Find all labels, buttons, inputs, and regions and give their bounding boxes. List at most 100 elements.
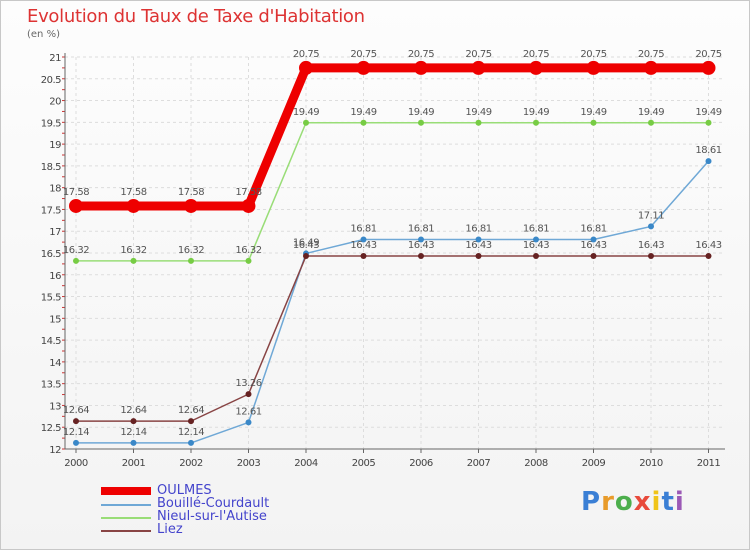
data-point-nieul-sur-l-autise <box>360 119 367 126</box>
data-label-liez: 12.64 <box>120 405 146 416</box>
y-tick-label: 19.5 <box>41 118 61 129</box>
legend-swatch-nieul-sur-l-autise <box>101 517 151 519</box>
data-point-liez <box>188 418 194 425</box>
data-point-nieul-sur-l-autise <box>533 119 539 126</box>
data-point-nieul-sur-l-autise <box>590 119 597 126</box>
legend-label-bouille-courdault: Bouillé-Courdault <box>157 496 270 511</box>
gridlines <box>65 56 725 450</box>
data-label-oulmes: 17.58 <box>120 187 146 198</box>
data-point-liez <box>73 418 79 425</box>
data-point-nieul-sur-l-autise <box>245 257 252 264</box>
data-label-bouille-courdault: 12.14 <box>178 427 204 438</box>
data-label-oulmes: 17.58 <box>235 187 261 198</box>
y-tick-label: 20 <box>49 97 61 108</box>
data-label-nieul-sur-l-autise: 19.49 <box>408 107 434 118</box>
data-label-oulmes: 20.75 <box>580 49 606 60</box>
data-point-bouille-courdault <box>475 236 482 243</box>
data-label-oulmes: 20.75 <box>523 49 549 60</box>
legend-item-bouille-courdault: Bouillé-Courdault <box>101 496 401 511</box>
x-tick-label: 2008 <box>524 458 548 469</box>
data-point-bouille-courdault <box>648 223 654 230</box>
data-label-bouille-courdault: 16.81 <box>580 223 606 234</box>
y-tick-label: 16.5 <box>41 249 61 260</box>
data-point-oulmes <box>529 60 543 75</box>
data-point-oulmes <box>414 60 428 75</box>
y-tick-label: 18 <box>49 184 61 195</box>
data-label-bouille-courdault: 16.49 <box>293 237 319 248</box>
data-point-bouille-courdault <box>705 158 712 165</box>
logo-letter: P <box>581 487 602 517</box>
logo-letter: x <box>633 487 652 517</box>
data-point-oulmes <box>586 60 601 75</box>
y-tick-label: 15.5 <box>41 293 61 304</box>
data-point-oulmes <box>471 60 486 75</box>
data-label-nieul-sur-l-autise: 19.49 <box>350 107 376 118</box>
data-label-bouille-courdault: 16.81 <box>465 223 491 234</box>
series-lines <box>69 60 716 446</box>
data-point-nieul-sur-l-autise <box>418 119 424 126</box>
data-point-liez <box>475 253 482 260</box>
data-label-bouille-courdault: 12.14 <box>63 427 89 438</box>
legend-swatch-oulmes <box>101 487 151 495</box>
data-point-oulmes <box>644 60 658 75</box>
x-tick-label: 2000 <box>64 458 88 469</box>
data-point-liez <box>590 253 597 260</box>
legend-label-oulmes: OULMES <box>157 483 212 498</box>
data-point-liez <box>245 391 252 398</box>
y-tick-label: 19 <box>49 140 61 151</box>
legend-swatch-bouille-courdault <box>101 504 151 506</box>
data-point-bouille-courdault <box>533 236 539 243</box>
data-label-oulmes: 20.75 <box>638 49 664 60</box>
data-label-nieul-sur-l-autise: 16.32 <box>63 245 89 256</box>
x-tick-label: 2003 <box>237 458 261 469</box>
data-label-bouille-courdault: 16.81 <box>408 223 434 234</box>
data-point-nieul-sur-l-autise <box>475 119 482 126</box>
data-point-liez <box>533 253 539 260</box>
y-tick-label: 12.5 <box>41 423 61 434</box>
data-label-oulmes: 20.75 <box>408 49 434 60</box>
x-tick-label: 2010 <box>639 458 663 469</box>
legend-label-liez: Liez <box>157 522 183 537</box>
proxiti-logo: Proxiti <box>581 487 685 517</box>
data-label-liez: 16.43 <box>638 240 664 251</box>
data-label-liez: 12.64 <box>178 405 204 416</box>
y-tick-label: 14 <box>49 358 61 369</box>
data-point-bouille-courdault <box>188 439 194 446</box>
data-point-nieul-sur-l-autise <box>73 257 79 264</box>
data-point-liez <box>130 418 137 425</box>
data-label-oulmes: 20.75 <box>293 49 319 60</box>
data-label-bouille-courdault: 18.61 <box>695 145 721 156</box>
legend-label-nieul-sur-l-autise: Nieul-sur-l'Autise <box>157 509 267 524</box>
legend-item-oulmes: OULMES <box>101 483 401 498</box>
y-tick-label: 14.5 <box>41 336 61 347</box>
data-point-oulmes <box>241 198 256 213</box>
legend-item-nieul-sur-l-autise: Nieul-sur-l'Autise <box>101 509 401 524</box>
data-point-oulmes <box>126 198 141 213</box>
logo-letter: o <box>614 487 634 517</box>
data-label-oulmes: 20.75 <box>350 49 376 60</box>
data-point-nieul-sur-l-autise <box>648 119 654 126</box>
data-label-oulmes: 20.75 <box>695 49 721 60</box>
data-label-oulmes: 17.58 <box>63 187 89 198</box>
x-tick-label: 2009 <box>582 458 606 469</box>
y-tick-label: 17 <box>49 227 61 238</box>
y-tick-label: 17.5 <box>41 205 61 216</box>
data-label-liez: 16.43 <box>523 240 549 251</box>
data-point-liez <box>303 253 309 260</box>
y-tick-label: 13 <box>49 401 61 412</box>
data-point-nieul-sur-l-autise <box>705 119 712 126</box>
y-tick-label: 13.5 <box>41 380 61 391</box>
series-line-oulmes <box>71 63 713 211</box>
data-label-liez: 16.43 <box>465 240 491 251</box>
y-tick-label: 16 <box>49 271 61 282</box>
data-label-liez: 16.43 <box>580 240 606 251</box>
data-point-liez <box>418 253 424 260</box>
chart-subtitle: (en %) <box>27 29 60 40</box>
data-point-bouille-courdault <box>130 439 137 446</box>
data-label-oulmes: 20.75 <box>465 49 491 60</box>
data-label-oulmes: 17.58 <box>178 187 204 198</box>
x-tick-label: 2004 <box>294 458 318 469</box>
data-label-nieul-sur-l-autise: 19.49 <box>523 107 549 118</box>
series-line-bouille-courdault <box>75 160 710 444</box>
